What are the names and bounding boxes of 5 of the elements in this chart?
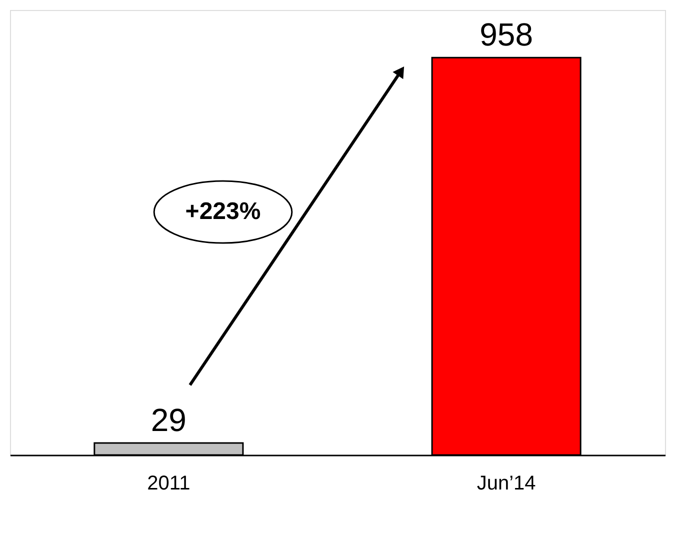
annotation: +223%: [185, 198, 261, 225]
x-tick-label: 2011: [147, 472, 190, 494]
x-tick-label: Jun’14: [476, 472, 536, 494]
data-label: 958: [480, 16, 534, 53]
data-label: 29: [150, 402, 186, 438]
